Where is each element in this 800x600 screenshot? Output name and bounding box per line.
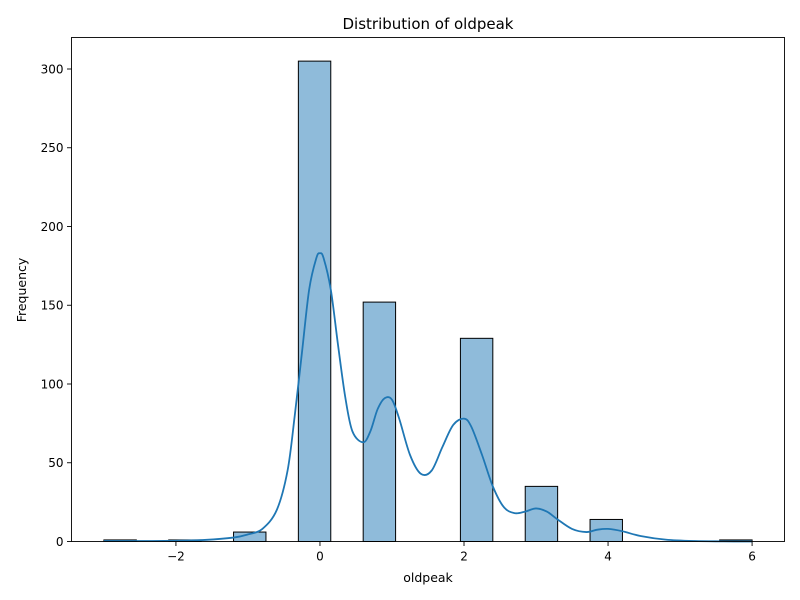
x-tick-label: 4 xyxy=(604,550,612,564)
y-tick-label: 300 xyxy=(41,62,64,76)
x-axis-label: oldpeak xyxy=(403,570,453,585)
y-axis-label: Frequency xyxy=(14,257,29,322)
kde-layer xyxy=(103,252,753,543)
x-tick-label: −2 xyxy=(167,550,185,564)
y-tick-label: 50 xyxy=(48,456,63,470)
bars-layer xyxy=(103,60,753,543)
y-tick-label: 200 xyxy=(41,220,64,234)
y-axis-ticks: 0 50 100 150 200 250 300 xyxy=(41,62,72,549)
chart-title: Distribution of oldpeak xyxy=(343,15,514,33)
y-tick-label: 100 xyxy=(41,377,64,391)
plot-frame xyxy=(71,37,785,542)
x-tick-label: 6 xyxy=(748,550,756,564)
x-tick-label: 0 xyxy=(316,550,324,564)
histogram-bar-4 xyxy=(362,301,397,542)
histogram-bar-3 xyxy=(297,60,332,542)
y-tick-label: 250 xyxy=(41,141,64,155)
x-axis-ticks: −2 0 2 4 6 xyxy=(167,541,756,564)
y-tick-label: 150 xyxy=(41,299,64,313)
kde-curve xyxy=(103,252,753,543)
y-tick-label: 0 xyxy=(56,535,64,549)
x-tick-label: 2 xyxy=(460,550,468,564)
histogram-bar-6 xyxy=(524,485,559,542)
